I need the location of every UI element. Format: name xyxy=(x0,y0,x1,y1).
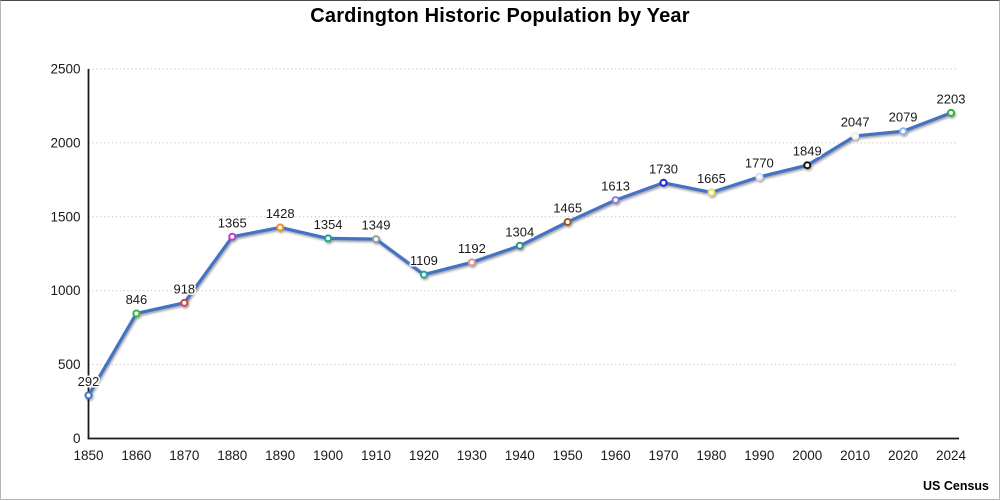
data-label-1860: 846 xyxy=(126,292,148,307)
x-tick-label-1860: 1860 xyxy=(121,448,151,463)
data-label-1960: 1613 xyxy=(601,179,630,194)
x-tick-label-1890: 1890 xyxy=(265,448,295,463)
data-point-1880 xyxy=(228,232,237,241)
data-point-1890 xyxy=(276,223,285,232)
x-tick-label-2000: 2000 xyxy=(792,448,822,463)
population-series xyxy=(84,108,955,400)
x-tick-label-1950: 1950 xyxy=(553,448,583,463)
data-label-1890: 1428 xyxy=(266,206,295,221)
y-tick-label-500: 500 xyxy=(58,357,81,372)
data-label-2010: 2047 xyxy=(841,114,870,129)
data-label-1990: 1770 xyxy=(745,155,774,170)
x-tick-label-1960: 1960 xyxy=(601,448,631,463)
data-point-1980 xyxy=(707,188,716,197)
data-label-1900: 1354 xyxy=(314,217,343,232)
data-point-1850 xyxy=(84,391,93,400)
data-point-1970 xyxy=(659,178,668,187)
data-point-2024 xyxy=(947,108,955,117)
data-point-1990 xyxy=(755,172,764,181)
data-point-2020 xyxy=(899,127,908,136)
data-label-2024: 2203 xyxy=(937,91,966,106)
data-label-1910: 1349 xyxy=(362,218,391,233)
y-tick-label-1500: 1500 xyxy=(50,209,80,224)
data-point-1860 xyxy=(132,309,141,318)
source-label: US Census xyxy=(923,479,989,493)
data-label-1980: 1665 xyxy=(697,171,726,186)
x-tick-label-2024: 2024 xyxy=(936,448,967,463)
data-point-2010 xyxy=(851,131,860,140)
x-tick-label-1940: 1940 xyxy=(505,448,535,463)
data-label-1970: 1730 xyxy=(649,161,678,176)
data-point-1870 xyxy=(180,298,189,307)
x-tick-label-1850: 1850 xyxy=(73,448,103,463)
x-tick-label-2020: 2020 xyxy=(888,448,918,463)
data-label-1880: 1365 xyxy=(218,215,247,230)
data-label-1850: 292 xyxy=(78,374,100,389)
y-tick-label-2000: 2000 xyxy=(50,135,80,150)
data-point-1950 xyxy=(563,217,572,226)
data-label-1930: 1192 xyxy=(458,241,486,256)
data-point-1930 xyxy=(467,258,476,267)
x-tick-label-1910: 1910 xyxy=(361,448,391,463)
x-tick-label-1930: 1930 xyxy=(457,448,487,463)
data-label-2000: 1849 xyxy=(793,144,822,159)
data-point-1920 xyxy=(419,270,428,279)
y-tick-label-1000: 1000 xyxy=(50,283,80,298)
data-point-1940 xyxy=(515,241,524,250)
data-point-2000 xyxy=(803,161,812,170)
x-tick-label-1980: 1980 xyxy=(696,448,726,463)
data-label-1950: 1465 xyxy=(553,200,582,215)
data-point-1960 xyxy=(611,196,620,205)
chart-title: Cardington Historic Population by Year xyxy=(310,5,690,27)
data-label-1870: 918 xyxy=(173,281,195,296)
y-tick-label-0: 0 xyxy=(73,431,81,446)
x-tick-label-2010: 2010 xyxy=(840,448,870,463)
y-tick-label-2500: 2500 xyxy=(50,62,80,77)
x-tick-label-1990: 1990 xyxy=(744,448,774,463)
data-label-2020: 2079 xyxy=(889,110,918,125)
x-tick-label-1900: 1900 xyxy=(313,448,343,463)
data-label-1920: 1109 xyxy=(410,253,438,268)
data-point-1900 xyxy=(324,234,333,243)
data-point-1910 xyxy=(372,235,380,244)
x-tick-label-1880: 1880 xyxy=(217,448,247,463)
data-label-1940: 1304 xyxy=(505,224,534,239)
x-tick-label-1870: 1870 xyxy=(169,448,199,463)
x-tick-label-1920: 1920 xyxy=(409,448,439,463)
x-tick-label-1970: 1970 xyxy=(648,448,678,463)
